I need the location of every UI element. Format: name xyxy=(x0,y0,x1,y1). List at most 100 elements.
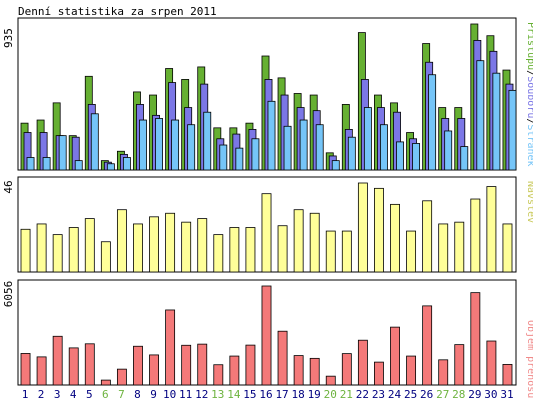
bar-objem-day-2 xyxy=(36,356,47,386)
x-tick-label-31: 31 xyxy=(500,388,513,401)
bar-objem-day-4 xyxy=(68,347,79,386)
x-tick-label-17: 17 xyxy=(275,388,288,401)
bar-objem-day-12 xyxy=(197,343,208,386)
x-tick-label-27: 27 xyxy=(436,388,449,401)
bar-objem-day-25 xyxy=(406,355,417,386)
x-tick-label-7: 7 xyxy=(118,388,125,401)
bar-objem-day-27 xyxy=(438,359,449,386)
volume-ymax-label: 6056 xyxy=(2,281,15,308)
bar-navstev-day-19 xyxy=(309,212,320,273)
x-tick-label-2: 2 xyxy=(38,388,45,401)
x-tick-label-3: 3 xyxy=(54,388,61,401)
bar-Stránek-day-29 xyxy=(476,60,485,171)
bar-Stránek-day-23 xyxy=(380,124,388,171)
bar-Stránek-day-17 xyxy=(283,125,292,171)
bar-objem-day-14 xyxy=(229,355,240,386)
x-tick-label-12: 12 xyxy=(195,388,208,401)
bar-Stránek-day-16 xyxy=(267,100,276,171)
bar-objem-day-5 xyxy=(84,343,95,386)
x-tick-label-21: 21 xyxy=(340,388,353,401)
bar-Stránek-day-24 xyxy=(396,141,404,171)
bar-navstev-day-3 xyxy=(52,234,63,273)
visits-legend: Návštěv xyxy=(525,181,533,223)
bar-navstev-day-18 xyxy=(293,209,304,273)
bar-navstev-day-1 xyxy=(20,228,31,273)
bar-objem-day-22 xyxy=(357,339,368,386)
bar-Stránek-day-13 xyxy=(219,144,228,171)
bar-navstev-day-23 xyxy=(374,187,384,273)
x-tick-label-22: 22 xyxy=(356,388,369,401)
bar-navstev-day-25 xyxy=(406,230,417,273)
traffic-ymax-label: 935 xyxy=(2,28,15,48)
x-tick-label-10: 10 xyxy=(163,388,176,401)
bar-objem-day-24 xyxy=(390,326,400,386)
bar-objem-day-13 xyxy=(213,364,224,386)
bar-Stránek-day-6 xyxy=(106,163,115,171)
bar-Stránek-day-22 xyxy=(363,107,372,171)
x-tick-label-11: 11 xyxy=(179,388,192,401)
x-tick-label-20: 20 xyxy=(324,388,337,401)
x-tick-label-14: 14 xyxy=(227,388,241,401)
bar-navstev-day-17 xyxy=(277,225,288,273)
bar-navstev-day-27 xyxy=(438,223,449,273)
x-tick-label-24: 24 xyxy=(388,388,402,401)
bar-objem-day-8 xyxy=(133,345,143,386)
bar-objem-day-6 xyxy=(100,379,111,386)
bar-navstev-day-10 xyxy=(165,212,176,273)
bar-navstev-day-5 xyxy=(84,218,95,273)
x-tick-label-6: 6 xyxy=(102,388,109,401)
bar-navstev-day-14 xyxy=(229,227,240,273)
bar-objem-day-15 xyxy=(245,344,256,386)
x-tick-label-13: 13 xyxy=(211,388,224,401)
bar-objem-day-20 xyxy=(325,375,336,386)
bar-navstev-day-24 xyxy=(390,203,400,273)
bar-Stránek-day-31 xyxy=(508,89,517,171)
visits-ymax-label: 46 xyxy=(2,180,15,193)
bar-objem-day-1 xyxy=(20,353,31,386)
bar-objem-day-21 xyxy=(341,353,352,386)
bar-navstev-day-30 xyxy=(486,186,497,273)
x-tick-label-18: 18 xyxy=(292,388,305,401)
bar-Stránek-day-12 xyxy=(203,111,212,171)
bar-objem-day-17 xyxy=(277,330,288,386)
bar-Stránek-day-18 xyxy=(299,119,308,171)
x-tick-label-16: 16 xyxy=(259,388,272,401)
x-tick-label-9: 9 xyxy=(150,388,157,401)
x-tick-label-25: 25 xyxy=(404,388,417,401)
bar-navstev-day-8 xyxy=(133,223,143,273)
bar-Stránek-day-10 xyxy=(171,119,180,171)
traffic-legend: Přístupů/Souborů/Stránek xyxy=(525,22,533,167)
bar-Stránek-day-14 xyxy=(235,147,244,171)
x-tick-label-15: 15 xyxy=(243,388,256,401)
x-tick-label-8: 8 xyxy=(134,388,141,401)
bar-navstev-day-7 xyxy=(116,209,127,273)
bar-Stránek-day-21 xyxy=(347,136,356,171)
bar-Stránek-day-2 xyxy=(42,157,51,171)
bar-Stránek-day-30 xyxy=(492,72,501,171)
bar-navstev-day-26 xyxy=(422,200,433,273)
bar-navstev-day-9 xyxy=(149,216,159,273)
bar-navstev-day-22 xyxy=(357,182,368,273)
bar-Stránek-day-25 xyxy=(412,143,421,171)
bar-objem-day-9 xyxy=(149,354,159,386)
x-tick-label-5: 5 xyxy=(86,388,93,401)
bar-navstev-day-13 xyxy=(213,234,224,273)
bar-objem-day-26 xyxy=(422,305,433,386)
bar-objem-day-7 xyxy=(116,368,127,386)
bar-objem-day-23 xyxy=(374,361,384,386)
bar-objem-day-11 xyxy=(181,344,192,386)
bar-navstev-day-4 xyxy=(68,227,79,273)
x-tick-label-26: 26 xyxy=(420,388,433,401)
x-tick-label-23: 23 xyxy=(372,388,385,401)
bar-Stránek-day-8 xyxy=(139,119,147,171)
volume-legend: Objem přenosu xyxy=(525,320,533,398)
chart-title: Denní statistika za srpen 2011 xyxy=(18,5,217,18)
x-tick-label-4: 4 xyxy=(70,388,77,401)
bar-Stránek-day-7 xyxy=(122,157,131,171)
bar-Stránek-day-4 xyxy=(74,160,83,171)
bar-Stránek-day-26 xyxy=(428,74,437,171)
bar-navstev-day-21 xyxy=(341,230,352,273)
bar-Stránek-day-11 xyxy=(187,124,196,171)
